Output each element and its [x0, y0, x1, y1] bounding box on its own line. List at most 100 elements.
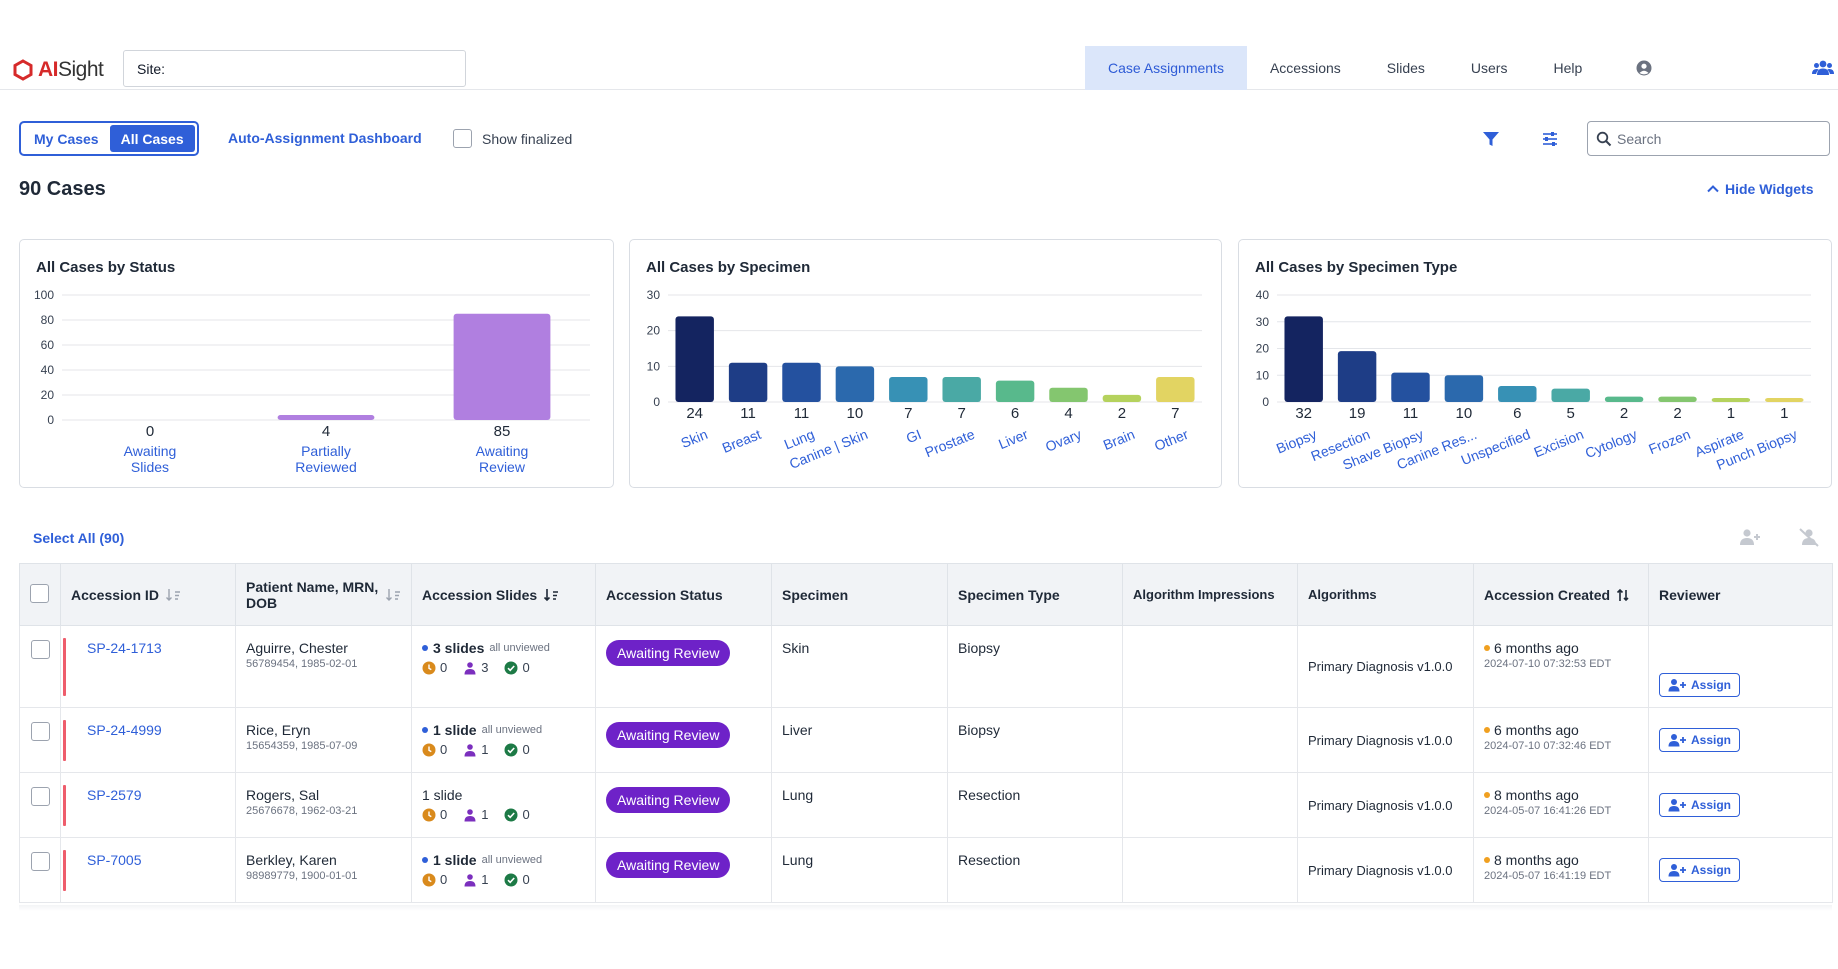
algorithms-cell: Primary Diagnosis v1.0.0 [1297, 772, 1474, 838]
x-category-label: Reviewed [295, 459, 356, 475]
row-checkbox[interactable] [31, 640, 50, 659]
check-circle-icon [504, 873, 518, 886]
pending-count: 0 [440, 872, 448, 887]
select-all-checkbox[interactable] [30, 583, 49, 603]
data-label: 2 [1118, 405, 1126, 422]
header-status[interactable]: Accession Status [595, 563, 772, 626]
header-algorithms[interactable]: Algorithms [1297, 563, 1474, 626]
aisight-logo[interactable]: AISight [12, 58, 104, 82]
auto-assignment-dashboard-link[interactable]: Auto-Assignment Dashboard [228, 130, 422, 146]
accession-id-link[interactable]: SP-24-1713 [87, 640, 162, 656]
created-relative: 6 months ago [1494, 640, 1579, 656]
slide-count[interactable]: 3 slides [433, 640, 485, 656]
data-label: 6 [1513, 405, 1521, 422]
search-input[interactable] [1617, 130, 1817, 147]
x-category-label: Review [479, 459, 526, 475]
x-category-label: Other [1152, 426, 1191, 454]
assign-button[interactable]: Assign [1659, 728, 1741, 752]
header-reviewer[interactable]: Reviewer [1648, 563, 1833, 626]
specimen-type-chart-widget: All Cases by Specimen Type 0 10 20 30 40 32 Bi… [1238, 239, 1832, 488]
row-priority-marker [63, 638, 66, 696]
specimen-value: Liver [782, 722, 813, 738]
specimen-chart-widget: All Cases by Specimen 0 10 20 30 24 Skin 11 Bre… [629, 239, 1222, 488]
select-all-link[interactable]: Select All (90) [33, 530, 125, 546]
bulk-assign-user-icon[interactable] [1739, 527, 1761, 547]
y-tick-label: 0 [653, 395, 660, 409]
column-settings-icon[interactable] [1540, 129, 1560, 149]
header-accession-id[interactable]: Accession ID [60, 563, 236, 626]
table-row[interactable]: SP-2579 Rogers, Sal 25676678, 1962-03-21 1 … [19, 772, 1833, 838]
tab-help[interactable]: Help [1553, 60, 1583, 76]
show-finalized-toggle[interactable]: Show finalized [453, 129, 572, 148]
assign-button[interactable]: Assign [1659, 673, 1741, 697]
header-specimen[interactable]: Specimen [771, 563, 948, 626]
tab-users[interactable]: Users [1470, 60, 1508, 76]
slide-counters: 0 3 0 [422, 660, 585, 675]
specimen-value: Skin [782, 640, 810, 656]
x-category-label: Frozen [1646, 426, 1692, 457]
tab-case-assignments[interactable]: Case Assignments [1085, 46, 1247, 90]
accession-id-link[interactable]: SP-2579 [87, 787, 142, 803]
sort-ascending-icon [1616, 588, 1629, 601]
tab-slides[interactable]: Slides [1386, 60, 1425, 76]
header-impressions[interactable]: Algorithm Impressions [1122, 563, 1298, 626]
row-checkbox[interactable] [31, 787, 50, 806]
slide-count[interactable]: 1 slide [422, 787, 463, 803]
x-category-label: GI [904, 426, 924, 446]
team-users-icon[interactable] [1812, 59, 1834, 77]
row-checkbox[interactable] [31, 852, 50, 871]
status-cell: Awaiting Review [595, 707, 772, 773]
bar [1156, 377, 1195, 402]
search-box[interactable] [1587, 121, 1830, 156]
check-circle-icon [504, 743, 518, 756]
table-row[interactable]: SP-7005 Berkley, Karen 98989779, 1900-01-0… [19, 837, 1833, 903]
y-tick-label: 20 [647, 324, 661, 338]
all-cases-button[interactable]: All Cases [109, 125, 195, 152]
created-relative: 6 months ago [1494, 722, 1579, 738]
data-label: 85 [494, 423, 511, 440]
y-tick-label: 30 [647, 288, 661, 302]
header-specimen-type[interactable]: Specimen Type [947, 563, 1123, 626]
slide-count[interactable]: 1 slide [433, 852, 477, 868]
site-selector[interactable]: Site: [123, 50, 466, 87]
tab-accessions[interactable]: Accessions [1269, 60, 1341, 76]
status-cell: Awaiting Review [595, 837, 772, 903]
user-account-icon[interactable] [1636, 60, 1652, 76]
x-category-label: Cytology [1583, 426, 1639, 461]
created-relative: 8 months ago [1494, 787, 1579, 803]
header-created[interactable]: Accession Created [1473, 563, 1649, 626]
user-count-icon [464, 743, 476, 756]
header-patient[interactable]: Patient Name, MRN, DOB [235, 563, 412, 626]
show-finalized-checkbox[interactable] [453, 129, 472, 148]
bar [675, 316, 714, 402]
data-label: 11 [794, 405, 810, 422]
reviewer-count: 3 [481, 660, 489, 675]
assign-button[interactable]: Assign [1659, 858, 1741, 882]
patient-cell: Aguirre, Chester 56789454, 1985-02-01 [235, 625, 412, 708]
accession-id-link[interactable]: SP-24-4999 [87, 722, 162, 738]
slide-count[interactable]: 1 slide [433, 722, 477, 738]
y-tick-label: 10 [647, 359, 661, 373]
header-select-cell [19, 563, 61, 626]
row-priority-marker [63, 720, 66, 761]
bulk-unassign-user-icon[interactable] [1798, 527, 1820, 547]
slide-counters: 0 1 0 [422, 807, 585, 822]
accession-id-cell: SP-2579 [60, 772, 236, 838]
y-tick-label: 20 [41, 388, 55, 402]
row-priority-marker [63, 850, 66, 891]
filter-icon[interactable] [1481, 129, 1501, 149]
data-label: 7 [904, 405, 912, 422]
header-slides[interactable]: Accession Slides [411, 563, 596, 626]
hide-widgets-button[interactable]: Hide Widgets [1707, 181, 1814, 197]
y-tick-label: 80 [41, 313, 55, 327]
table-row[interactable]: SP-24-1713 Aguirre, Chester 56789454, 1985… [19, 625, 1833, 708]
row-checkbox[interactable] [31, 722, 50, 741]
my-cases-button[interactable]: My Cases [34, 130, 99, 147]
data-label: 10 [847, 405, 864, 422]
status-chart-widget: All Cases by Status 0 20 40 60 80 100 0 Awaitin… [19, 239, 614, 488]
y-tick-label: 10 [1256, 368, 1270, 382]
assign-button[interactable]: Assign [1659, 793, 1741, 817]
reviewer-cell: Assign [1648, 625, 1833, 708]
accession-id-link[interactable]: SP-7005 [87, 852, 142, 868]
table-row[interactable]: SP-24-4999 Rice, Eryn 15654359, 1985-07-09… [19, 707, 1833, 773]
